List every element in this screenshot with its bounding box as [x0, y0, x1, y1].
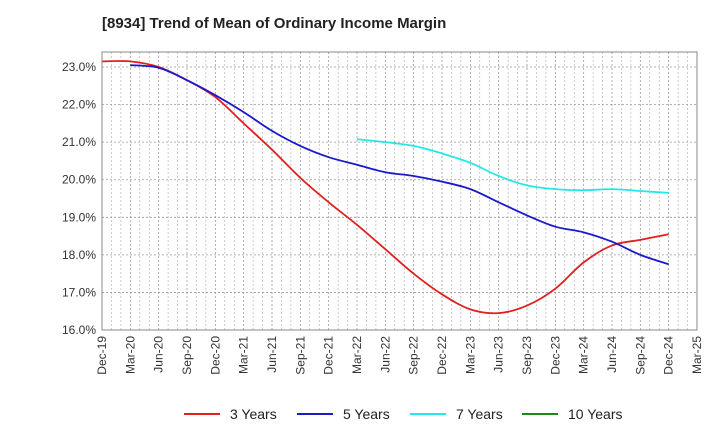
legend-item: 5 Years [297, 404, 390, 424]
legend-swatch [184, 413, 220, 415]
grid-layer [101, 52, 698, 331]
x-tick-label: Sep-24 [633, 336, 647, 375]
chart-title: [8934] Trend of Mean of Ordinary Income … [102, 15, 447, 32]
x-tick-label: Mar-21 [237, 336, 251, 374]
y-tick-label: 19.0% [62, 210, 96, 224]
series-line-5-years [130, 64, 669, 266]
legend-item: 3 Years [184, 404, 277, 424]
x-tick-label: Dec-22 [435, 336, 449, 375]
y-tick-label: 18.0% [62, 248, 96, 262]
x-tick-label: Sep-23 [520, 336, 534, 375]
series-layer [101, 60, 669, 315]
x-tick-label: Mar-22 [350, 336, 364, 374]
x-tick-label: Dec-19 [95, 336, 109, 375]
plot-frame [101, 51, 698, 331]
series-line-7-years [356, 138, 669, 194]
x-tick-label: Mar-23 [463, 336, 477, 374]
x-tick-label: Jun-20 [152, 336, 166, 373]
y-tick-label: 16.0% [62, 323, 96, 337]
legend-label: 3 Years [230, 406, 277, 422]
x-tick-label: Dec-23 [548, 336, 562, 375]
legend-label: 10 Years [568, 406, 623, 422]
series-line-3-years [101, 60, 669, 315]
axis-layer: 16.0% 17.0% 18.0% 19.0% 20.0% 21.0% 22.0% 23.0%… [62, 60, 704, 375]
x-tick-label: Dec-24 [662, 336, 676, 375]
x-tick-label: Sep-21 [293, 336, 307, 375]
y-tick-label: 20.0% [62, 173, 96, 187]
x-tick-label: Dec-20 [208, 336, 222, 375]
legend-swatch [522, 413, 558, 415]
x-tick-label: Jun-21 [265, 336, 279, 373]
x-tick-label: Jun-22 [378, 336, 392, 373]
legend-swatch [297, 413, 333, 415]
legend: 3 Years 5 Years 7 Years 10 Years [0, 404, 720, 426]
x-tick-label: Sep-20 [180, 336, 194, 375]
x-tick-label: Mar-20 [123, 336, 137, 374]
chart-plot: 16.0% 17.0% 18.0% 19.0% 20.0% 21.0% 22.0% 23.0%… [62, 51, 704, 375]
x-tick-label: Mar-25 [690, 336, 704, 374]
legend-label: 5 Years [343, 406, 390, 422]
legend-item: 7 Years [410, 404, 503, 424]
legend-item: 10 Years [522, 404, 623, 424]
x-tick-label: Jun-23 [492, 336, 506, 373]
legend-swatch [410, 413, 446, 415]
x-tick-label: Dec-21 [322, 336, 336, 375]
x-tick-label: Jun-24 [605, 336, 619, 373]
x-tick-label: Sep-22 [407, 336, 421, 375]
y-tick-label: 17.0% [62, 285, 96, 299]
y-tick-label: 22.0% [62, 98, 96, 112]
y-tick-label: 21.0% [62, 135, 96, 149]
legend-label: 7 Years [456, 406, 503, 422]
x-tick-label: Mar-24 [577, 336, 591, 374]
y-tick-label: 23.0% [62, 60, 96, 74]
